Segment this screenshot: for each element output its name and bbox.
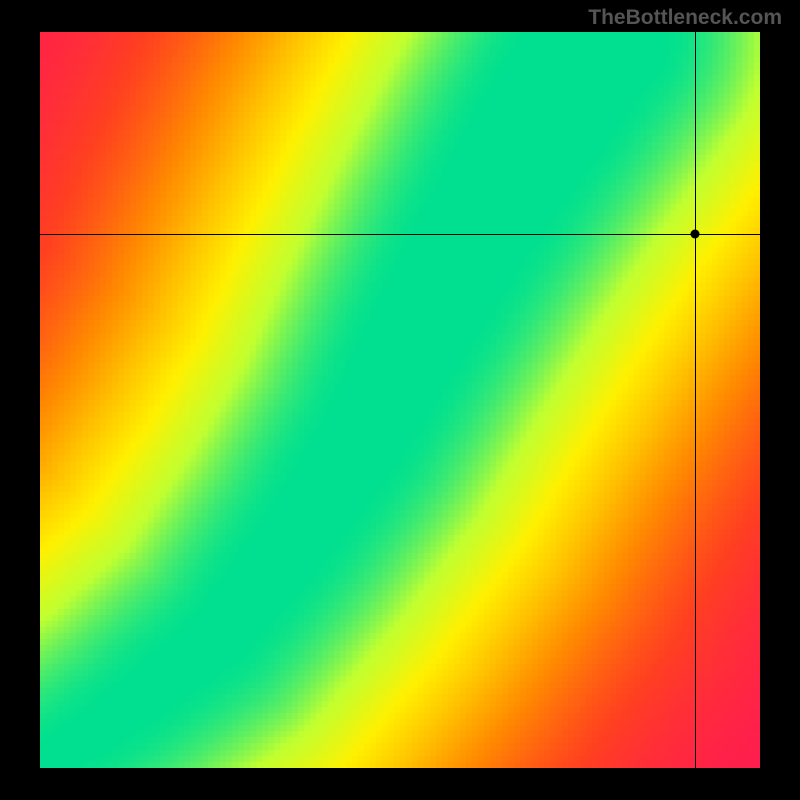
watermark-text: TheBottleneck.com bbox=[588, 6, 782, 30]
crosshair-vertical bbox=[695, 32, 696, 768]
crosshair-horizontal bbox=[40, 234, 760, 235]
bottleneck-heatmap bbox=[40, 32, 760, 768]
heatmap-canvas bbox=[40, 32, 760, 768]
crosshair-marker bbox=[691, 230, 700, 239]
